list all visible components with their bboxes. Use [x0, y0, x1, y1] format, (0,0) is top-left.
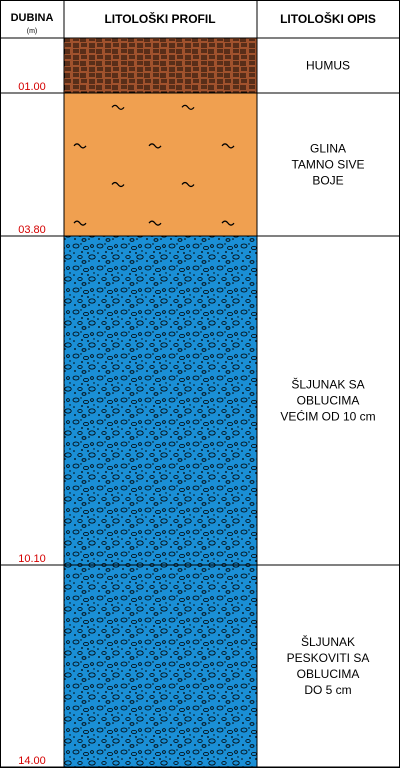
- layer-description-line: GLINA: [310, 142, 346, 156]
- layer-description-line: BOJE: [312, 174, 343, 188]
- layer-description-line: OBLUCIMA: [297, 667, 360, 681]
- layer-description-line: TAMNO SIVE: [291, 158, 364, 172]
- depth-label: 14.00: [18, 755, 46, 767]
- clay-tilde-mark: [111, 104, 125, 110]
- layer-fill-humus: [64, 38, 257, 93]
- layer-description-line: DO 5 cm: [304, 683, 351, 697]
- layer-description-line: ŠLJUNAK SA: [291, 377, 364, 392]
- clay-tilde-mark: [148, 220, 162, 226]
- layer-fill-sljunak-oblucima: [64, 236, 257, 565]
- depth-label: 01.00: [18, 81, 46, 93]
- layer-description-line: HUMUS: [306, 59, 350, 73]
- description-column-title: LITOLOŠKI OPIS: [280, 11, 376, 26]
- layer-description-line: OBLUCIMA: [297, 394, 360, 408]
- layer-fill-sljunak-peskoviti: [64, 565, 257, 767]
- depth-unit: (m): [27, 28, 38, 35]
- profile-column-title: LITOLOŠKI PROFIL: [104, 11, 215, 26]
- clay-tilde-mark: [181, 104, 195, 110]
- clay-tilde-mark: [221, 220, 235, 226]
- layer-description-line: VEĆIM OD 10 cm: [280, 409, 375, 424]
- layer-fill-glina: [64, 93, 257, 236]
- clay-tilde-mark: [221, 143, 235, 149]
- clay-tilde-mark: [73, 220, 87, 226]
- depth-column-title: DUBINA: [11, 12, 54, 24]
- layer-description-line: PESKOVITI SA: [287, 651, 370, 665]
- clay-tilde-mark: [181, 181, 195, 188]
- clay-tilde-mark: [148, 143, 162, 149]
- clay-tilde-mark: [111, 181, 125, 188]
- layer-description-line: ŠLJUNAK: [301, 634, 355, 649]
- depth-label: 10.10: [18, 553, 46, 565]
- depth-label: 03.80: [18, 224, 46, 236]
- clay-tilde-mark: [73, 143, 87, 149]
